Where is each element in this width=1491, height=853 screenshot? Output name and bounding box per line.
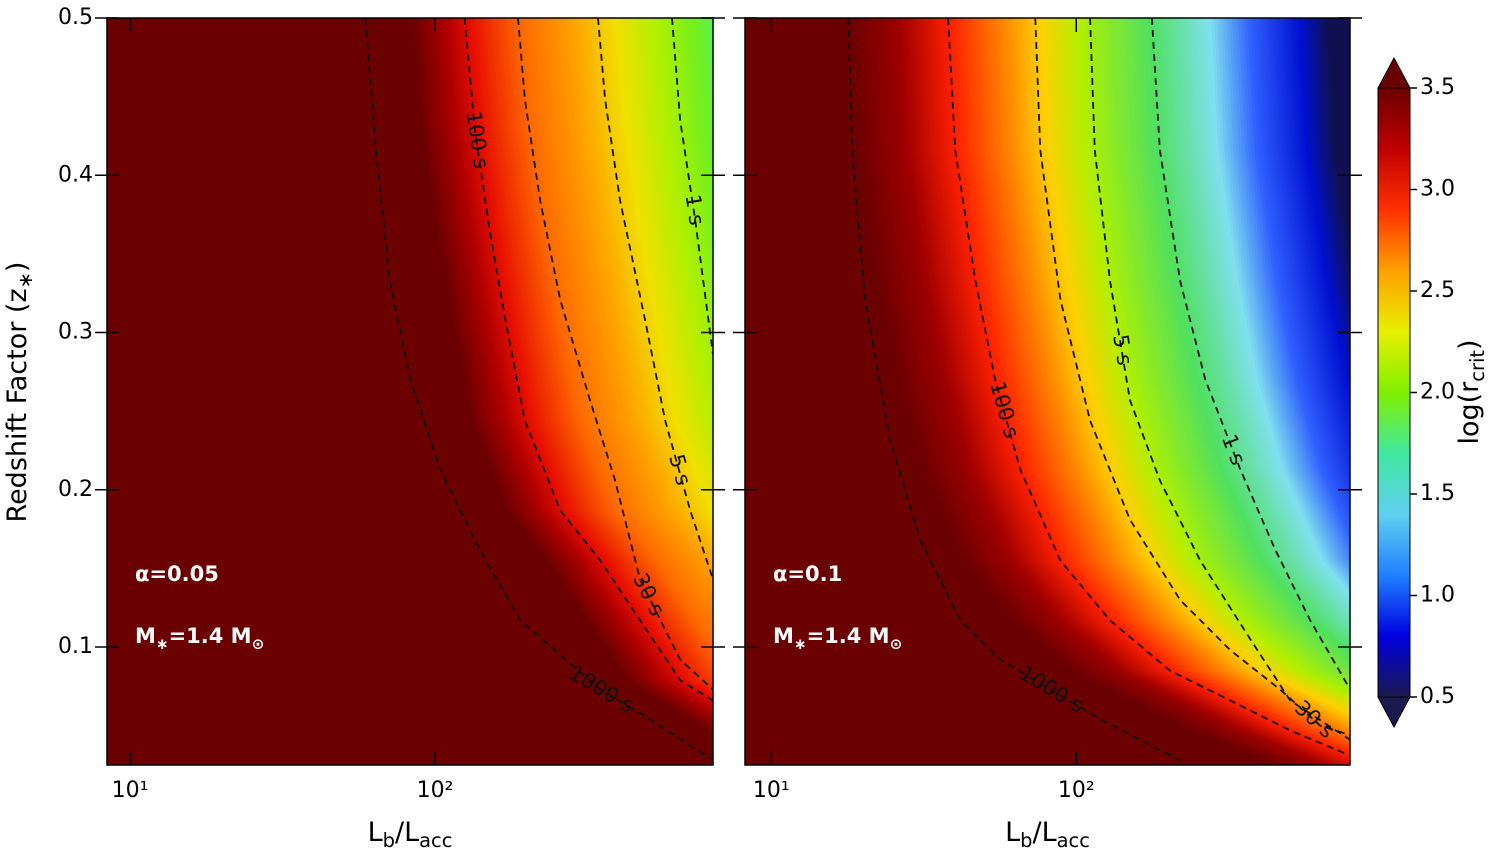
contour-line xyxy=(364,18,713,762)
y-axis-label-part: ) xyxy=(2,262,33,273)
annotation-part: ∗ xyxy=(156,635,169,653)
contour-line xyxy=(597,18,713,580)
annotation-part: ∗ xyxy=(794,635,807,653)
colorbar-tick-label: 3.5 xyxy=(1420,75,1455,100)
colorbar-label-part: ) xyxy=(1454,339,1485,350)
colorbar: 0.5 1.0 1.5 2.0 2.5 3.0 3.5 xyxy=(1377,56,1455,729)
y-tick-label: 0.5 xyxy=(58,5,93,30)
annotation-part: ⊙ xyxy=(252,635,265,653)
y-tick-label: 0.3 xyxy=(58,320,93,345)
annotation-part: α=0.1 xyxy=(773,562,842,586)
axes-frame xyxy=(744,17,1351,766)
colorbar-tick-label: 2.0 xyxy=(1420,380,1455,405)
y-axis-label-part: ∗ xyxy=(14,272,37,288)
field-strip xyxy=(1328,18,1350,246)
contour-line xyxy=(1150,18,1350,690)
colorbar-tick-label: 3.0 xyxy=(1420,177,1455,202)
annotation: α=0.1 xyxy=(773,562,842,586)
annotation-part: =1.4 M xyxy=(169,624,252,648)
annotation: M∗=1.4 M⊙ xyxy=(135,624,264,653)
x-axis-label-part: b xyxy=(1020,829,1032,852)
field-strip xyxy=(709,18,713,55)
y-tick-label: 0.1 xyxy=(58,634,93,659)
colorbar-extend xyxy=(1377,696,1411,729)
y-tick-label: 0.4 xyxy=(58,162,93,187)
x-axis-label: Lb/Lacc xyxy=(368,817,453,852)
annotation-part: α=0.05 xyxy=(135,562,219,586)
annotation-part: M xyxy=(773,624,794,648)
colorbar-tick-label: 1.5 xyxy=(1420,481,1455,506)
colorbar-label-part: log(r xyxy=(1454,381,1485,445)
colorbar-tick-label: 1.0 xyxy=(1420,583,1455,608)
y-axis-label-part: Redshift Factor (z xyxy=(2,288,33,522)
y-tick-label: 0.2 xyxy=(58,477,93,502)
x-tick-label: 10¹ xyxy=(753,778,790,803)
annotation-part: ⊙ xyxy=(890,635,903,653)
x-axis-label-part: /L xyxy=(1032,817,1056,848)
x-tick-label: 10¹ xyxy=(112,778,149,803)
contour-line xyxy=(847,18,1181,762)
x-axis-label-part: /L xyxy=(395,817,419,848)
contour-line xyxy=(671,18,713,355)
y-axis-label: Redshift Factor (z∗) xyxy=(2,262,37,523)
contour-line xyxy=(463,18,713,702)
x-axis-label-part: b xyxy=(383,829,395,852)
annotation: α=0.05 xyxy=(135,562,219,586)
x-axis-label: Lb/Lacc xyxy=(1005,817,1090,852)
x-tick-label: 10² xyxy=(417,778,454,803)
x-axis-label-part: acc xyxy=(419,829,452,852)
contour-line xyxy=(517,18,713,691)
annotation: M∗=1.4 M⊙ xyxy=(773,624,902,653)
x-axis-label-part: L xyxy=(1005,817,1020,848)
x-axis-label-part: L xyxy=(368,817,383,848)
annotation-part: M xyxy=(135,624,156,648)
colorbar-extend xyxy=(1377,56,1411,89)
axes-frame xyxy=(106,17,714,766)
contour-line xyxy=(1089,18,1350,741)
annotation-part: =1.4 M xyxy=(807,624,890,648)
x-tick-label: 10² xyxy=(1058,778,1095,803)
colorbar-label: log(rcrit) xyxy=(1454,339,1489,444)
colorbar-label-part: crit xyxy=(1466,350,1489,382)
colorbar-tick-label: 2.5 xyxy=(1420,278,1455,303)
contour-label: 5 s xyxy=(1108,333,1137,368)
colorbar-bar xyxy=(1378,88,1410,697)
contour-line xyxy=(947,18,1350,757)
color-field xyxy=(745,18,1350,765)
colorbar-tick-label: 0.5 xyxy=(1420,684,1455,709)
contour-label: 1 s xyxy=(681,193,709,227)
x-axis-label-part: acc xyxy=(1057,829,1090,852)
color-field xyxy=(107,18,713,765)
